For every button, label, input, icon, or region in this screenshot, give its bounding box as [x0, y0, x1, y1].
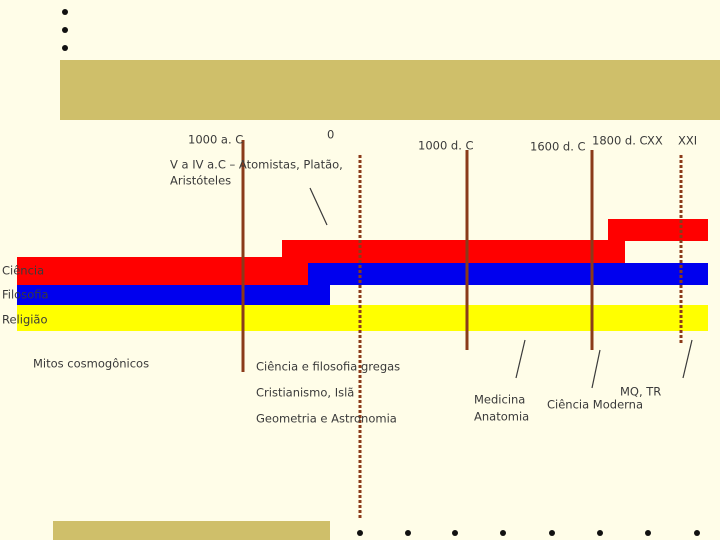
annotation: MQ, TR	[620, 385, 661, 399]
science-bar	[282, 240, 625, 263]
era-label: 1800 d. C	[592, 134, 648, 148]
era-label: XX	[647, 134, 663, 148]
pointer	[682, 339, 693, 379]
religion-bar	[17, 305, 708, 331]
track-label: Filosofia	[2, 288, 49, 302]
annotation: Geometria e Astronomia	[256, 412, 397, 426]
track-label: Ciência	[2, 264, 44, 278]
pointer	[515, 339, 526, 379]
science-bar	[17, 257, 308, 285]
note: V a IV a.C – Atomistas, Platão,	[170, 158, 343, 172]
annotation: Ciência e filosofia gregas	[256, 360, 400, 374]
footer-band	[53, 521, 330, 540]
annotation: Medicina	[474, 393, 525, 407]
annotation: Cristianismo, Islã	[256, 386, 354, 400]
note: Aristóteles	[170, 174, 231, 188]
annotation: Anatomia	[474, 410, 529, 424]
pointer	[591, 349, 601, 389]
philosophy-bar	[17, 285, 330, 305]
era-label: 0	[327, 128, 334, 142]
era-label: XXI	[678, 134, 697, 148]
era-label: 1000 a. C	[188, 133, 243, 147]
era-label: 1600 d. C	[530, 140, 586, 154]
era-label: 1000 d. C	[418, 139, 474, 153]
track-label: Religião	[2, 313, 48, 327]
science-bar	[608, 219, 708, 241]
top-dots	[62, 9, 68, 51]
bottom-dots	[357, 530, 700, 536]
pointer	[309, 187, 328, 226]
philosophy-bar	[308, 263, 708, 285]
annotation: Ciência Moderna	[547, 398, 643, 412]
header-band	[60, 60, 720, 120]
annotation: Mitos cosmogônicos	[33, 357, 149, 371]
